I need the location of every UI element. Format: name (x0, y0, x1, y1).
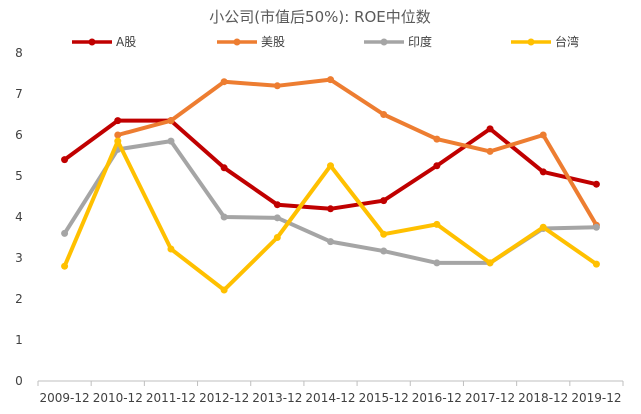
x-tick-label: 2019-12 (571, 391, 621, 405)
chart-legend: A股 美股 印度 台湾 (72, 34, 579, 49)
data-point (380, 197, 388, 205)
data-point (61, 229, 69, 237)
y-tick-label: 0 (15, 374, 23, 388)
x-tick-label: 2016-12 (412, 391, 462, 405)
legend-marker-1 (233, 38, 241, 46)
data-point (592, 180, 600, 188)
data-point (220, 286, 228, 294)
data-point (61, 156, 69, 164)
y-tick-label: 6 (15, 128, 23, 142)
y-tick-label: 8 (15, 46, 23, 60)
data-point (486, 125, 494, 133)
y-tick-label: 2 (15, 292, 23, 306)
data-point (433, 162, 441, 170)
y-tick-label: 5 (15, 169, 23, 183)
data-point (114, 137, 122, 145)
data-point (539, 223, 547, 231)
data-point (167, 245, 175, 253)
y-axis: 0 1 2 3 4 5 6 7 8 (15, 46, 23, 388)
y-tick-label: 7 (15, 87, 23, 101)
data-point (592, 223, 600, 231)
legend-marker-2 (380, 38, 388, 46)
x-tick-label: 2010-12 (93, 391, 143, 405)
legend-label-0: A股 (116, 35, 136, 49)
data-point (167, 137, 175, 145)
data-point (380, 230, 388, 238)
chart-title: 小公司(市值后50%): ROE中位数 (209, 8, 431, 26)
series-group (61, 76, 600, 294)
data-point (380, 247, 388, 255)
data-point (327, 238, 334, 246)
x-tick-label: 2017-12 (465, 391, 515, 405)
data-point (273, 201, 281, 209)
series-line-1 (115, 77, 599, 228)
y-tick-label: 1 (15, 333, 23, 347)
data-point (327, 76, 334, 84)
data-point (327, 205, 334, 213)
legend-label-2: 印度 (408, 34, 432, 49)
data-point (167, 117, 175, 125)
data-point (273, 234, 281, 241)
legend-label-1: 美股 (261, 35, 285, 49)
data-point (114, 117, 122, 125)
legend-label-3: 台湾 (555, 34, 579, 49)
x-tick-label: 2018-12 (518, 391, 568, 405)
data-point (273, 214, 281, 222)
data-point (273, 82, 281, 90)
y-tick-label: 3 (15, 251, 23, 265)
data-point (380, 111, 388, 118)
data-point (539, 131, 547, 139)
y-tick-label: 4 (15, 210, 23, 224)
data-point (114, 131, 122, 139)
x-tick-label: 2015-12 (359, 391, 409, 405)
data-point (539, 168, 547, 176)
x-tick-label: 2013-12 (252, 391, 302, 405)
data-point (61, 262, 69, 270)
x-tick-label: 2011-12 (146, 391, 196, 405)
data-point (486, 147, 494, 155)
data-point (433, 220, 441, 228)
x-tick-label: 2009-12 (40, 391, 90, 405)
legend-marker-0 (88, 38, 96, 46)
data-point (327, 162, 334, 170)
x-tick-label: 2012-12 (199, 391, 249, 405)
x-axis: 2009-12 2010-12 2011-12 2012-12 2013-12 2014-… (37, 380, 624, 405)
x-tick-label: 2014-12 (305, 391, 355, 405)
data-point (486, 259, 494, 267)
data-point (220, 213, 228, 221)
data-point (433, 259, 441, 267)
legend-marker-3 (527, 38, 535, 46)
data-point (220, 78, 228, 86)
data-point (220, 164, 228, 172)
data-point (433, 135, 441, 143)
data-point (592, 260, 600, 268)
